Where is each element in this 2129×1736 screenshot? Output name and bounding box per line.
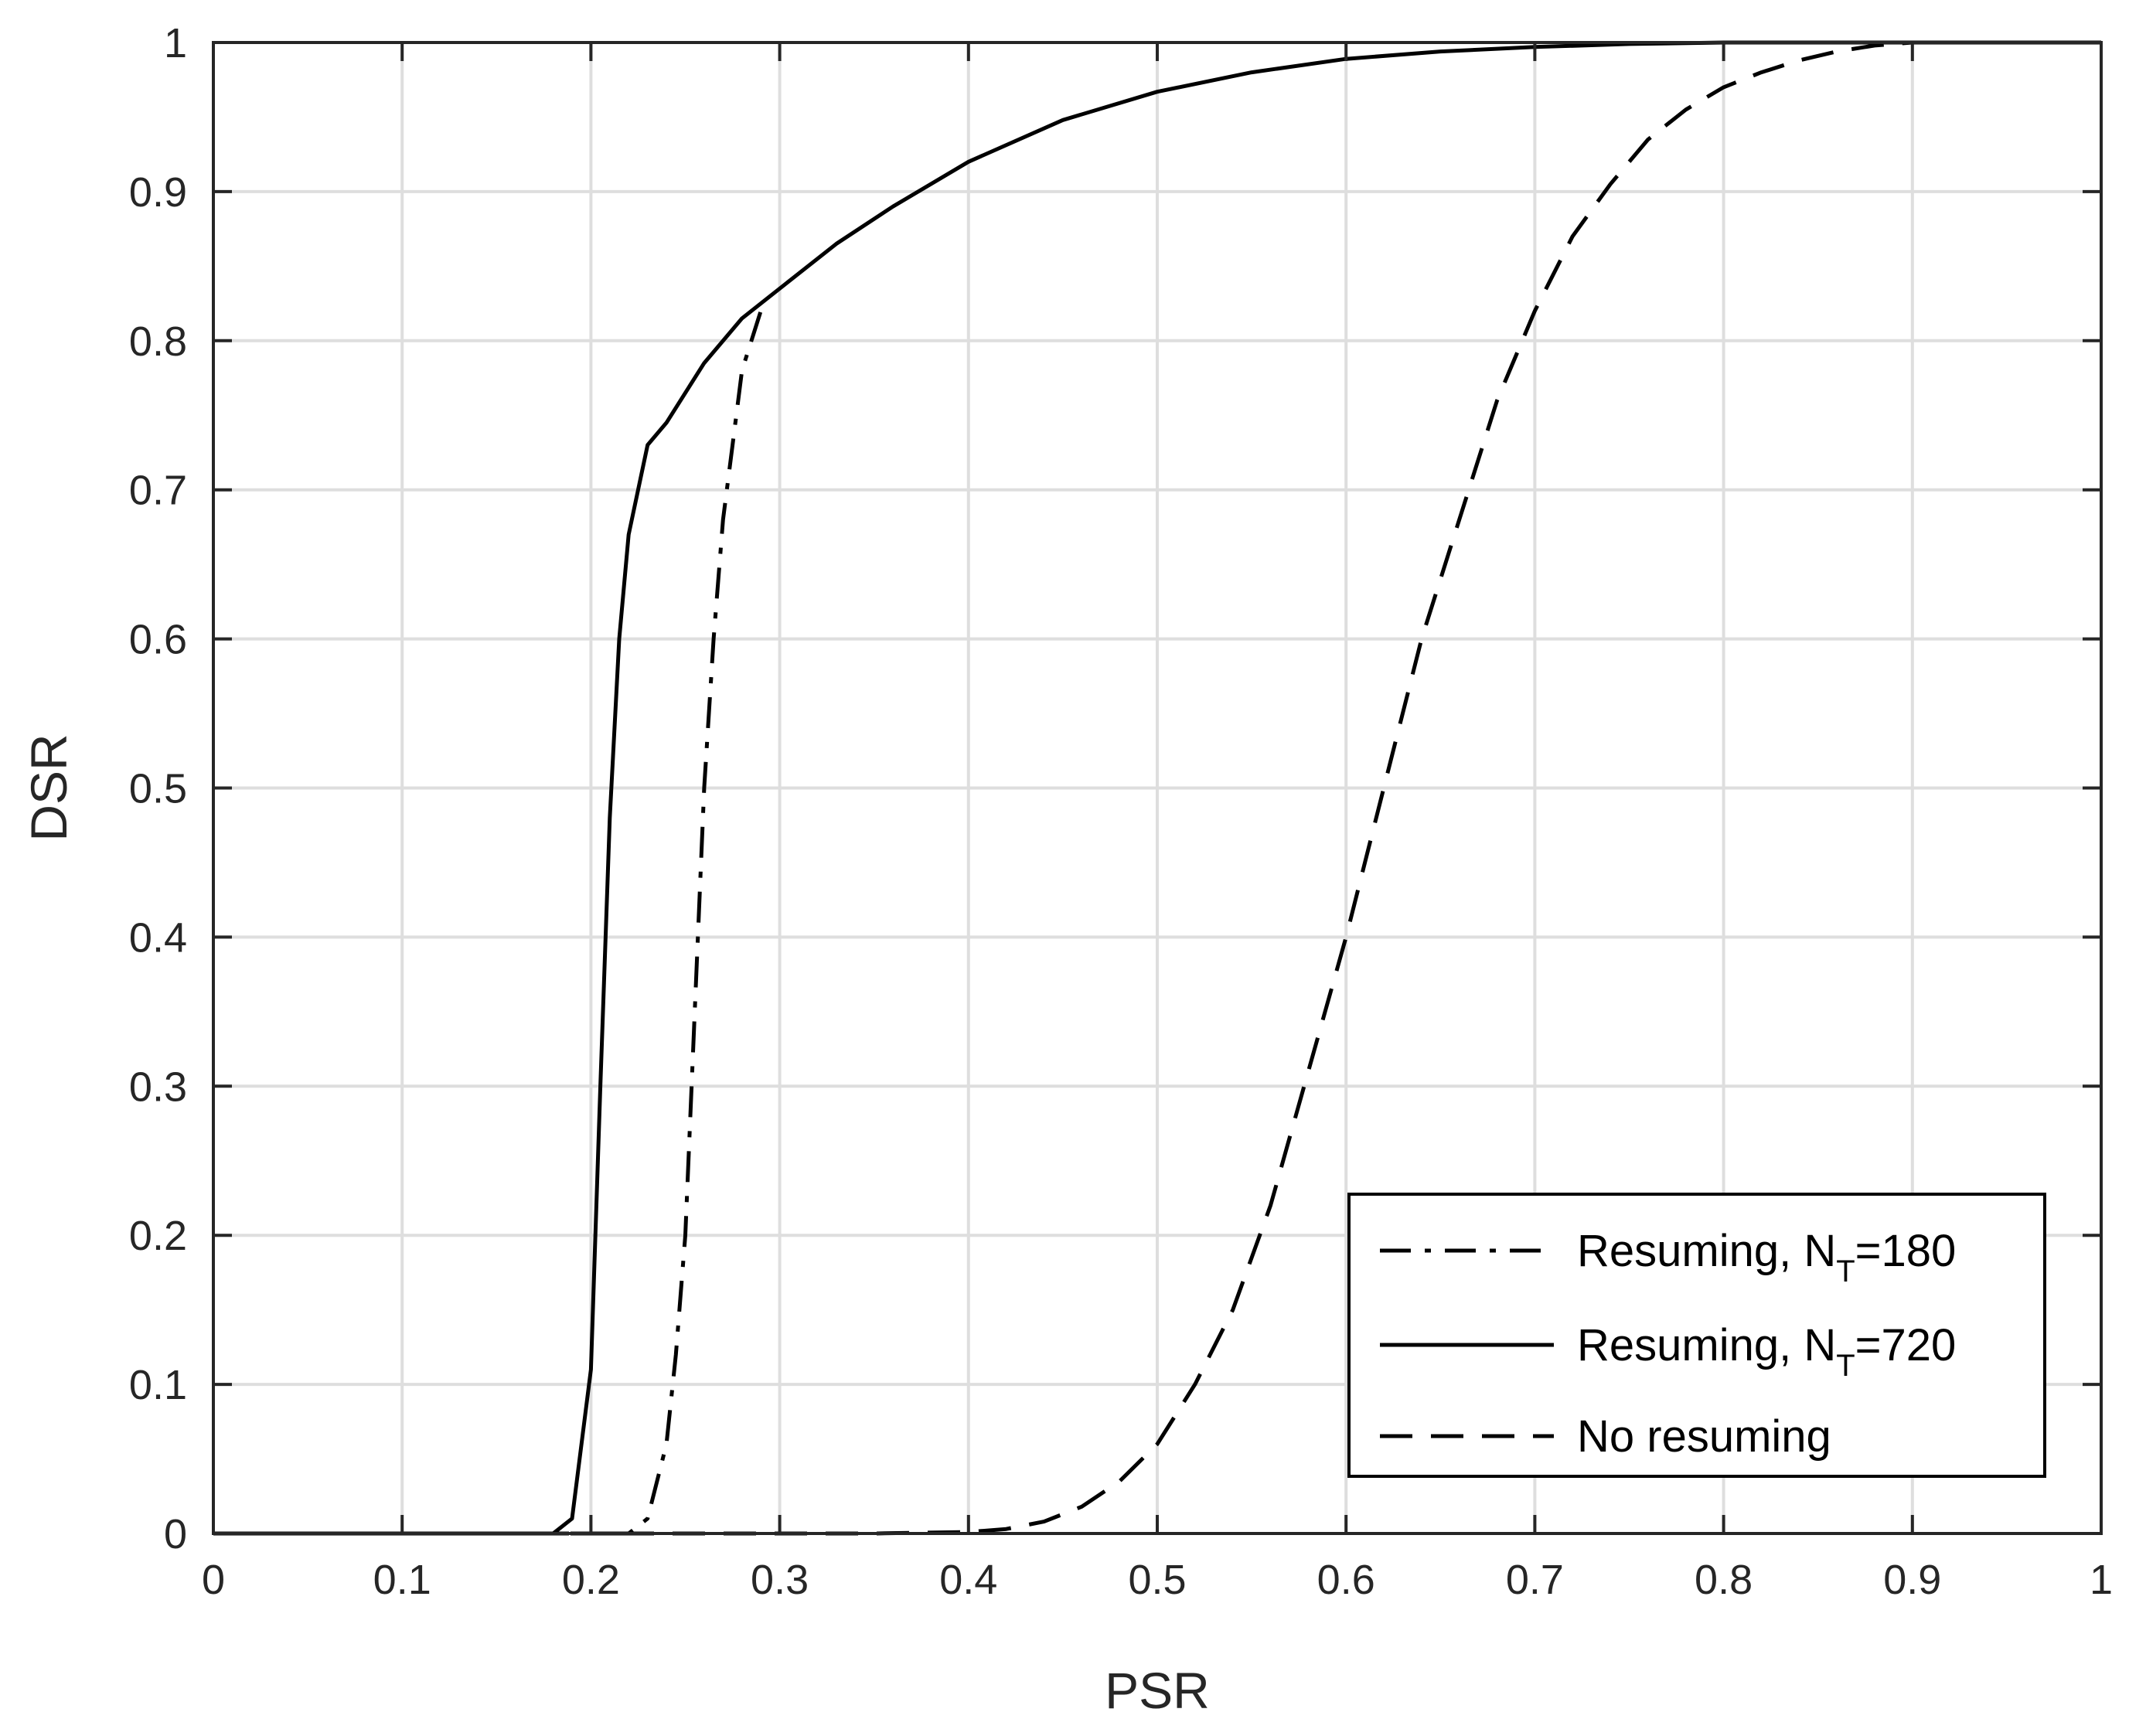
y-tick-label: 1 [164,20,187,66]
y-tick-label: 0.3 [129,1064,187,1110]
y-tick-label: 0.6 [129,617,187,663]
x-tick-label: 1 [2090,1557,2113,1603]
y-tick-label: 0.2 [129,1213,187,1259]
x-tick-label: 0.4 [939,1557,997,1603]
x-tick-label: 0.2 [562,1557,620,1603]
y-tick-label: 0.7 [129,468,187,514]
x-tick-label: 0.3 [751,1557,809,1603]
legend-label-series-1: Resuming, NT=180 [1577,1226,1956,1288]
x-tick-label: 0.6 [1317,1557,1375,1603]
x-axis-label: PSR [1105,1662,1210,1719]
y-tick-label: 0.5 [129,766,187,812]
y-tick-label: 0.4 [129,914,187,961]
x-tick-label: 0.8 [1695,1557,1753,1603]
x-tick-label: 0.9 [1883,1557,1941,1603]
series-line-2 [213,40,2101,1536]
legend: Resuming, NT=180 Resuming, NT=720 No res… [1347,1193,2046,1478]
series-line-3 [213,40,2101,1536]
legend-box [1347,1193,2046,1478]
y-tick-label: 0.8 [129,318,187,365]
y-tick-label: 0.1 [129,1362,187,1408]
x-tick-label: 0 [202,1557,225,1603]
x-tick-label: 0.5 [1128,1557,1186,1603]
y-tick-label: 0 [164,1511,187,1557]
axis-ticks [212,41,2103,1535]
x-tick-label: 0.7 [1506,1557,1564,1603]
x-tick-label: 0.1 [373,1557,431,1603]
legend-label-series-2: Resuming, NT=720 [1577,1320,1956,1383]
y-axis-label: DSR [20,734,77,841]
y-tick-label: 0.9 [129,169,187,216]
tick-labels: 0 0.1 0.2 0.3 0.4 0.5 0.6 0.7 0.8 0.9 1 0 0.1 0.2 0.3 0… [129,20,2113,1603]
legend-label-series-3: No resuming [1577,1411,1831,1462]
